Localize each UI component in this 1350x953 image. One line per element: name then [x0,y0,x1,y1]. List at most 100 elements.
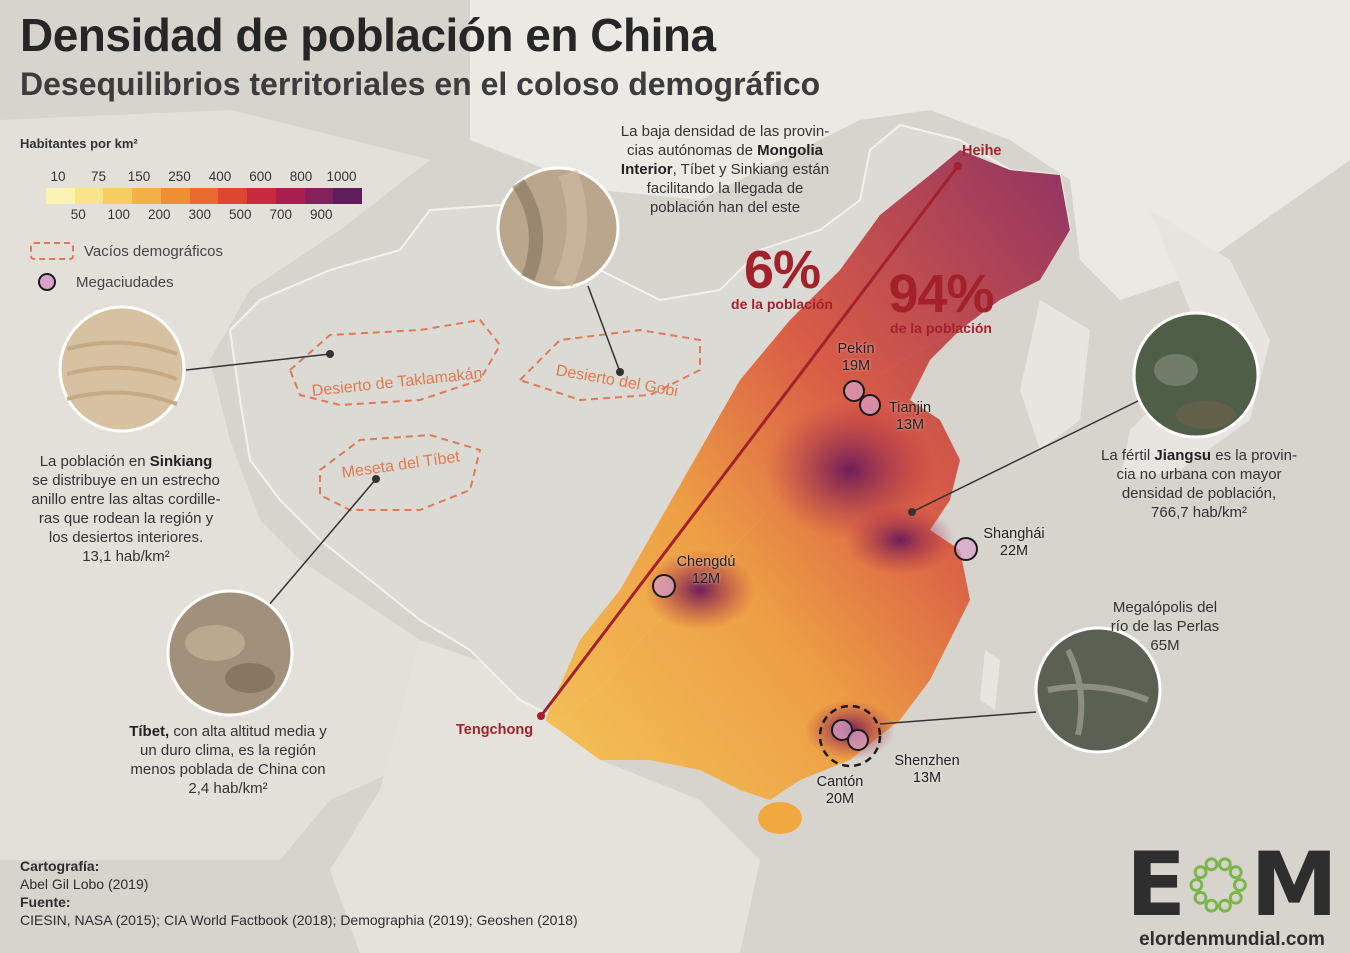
note-jiangsu-line2: cia no urbana con mayor [1116,466,1282,483]
stat-east-label: de la población [890,320,992,336]
dashed-outline-icon [30,242,74,260]
logo-url: elordenmundial.com [1139,929,1325,950]
note-gobi-line5: población han del este [649,199,801,216]
void-taklamakan [288,318,502,407]
leader-perlas [879,711,1037,725]
note-jiangsu-line4: 766,7 hab/km² [1151,504,1247,521]
note-perlas-line3: 65M [1150,637,1180,654]
satellite-image-tibet [166,589,294,717]
note-sinkiang-line5: los desiertos interiores. [48,529,204,546]
legend-color-ramp [46,188,363,204]
city-label-tianjin: Tianjin 13M [880,400,940,434]
note-gobi-line2: cias autónomas de Mongolia [580,141,870,160]
logo-ring-icon [1189,857,1247,913]
city-name: Cantón [816,774,864,790]
logo-ring-dot [1204,898,1219,913]
satellite-image-sinkiang [58,305,186,433]
note-jiangsu-t2: es la provin- [1211,447,1297,464]
note-jiangsu-line3: densidad de población, [1121,485,1277,502]
megacity-circle-icon [38,273,56,291]
legend-megaciudades-label: Megaciudades [76,273,174,291]
hainan-island [758,802,802,834]
legend-vacios: Vacíos demográficos [30,242,223,260]
neighbour-land-taiwan [980,650,1000,710]
legend-title: Habitantes por km² [20,136,138,151]
ramp-swatch [333,188,363,204]
neighbour-land-west [0,110,460,860]
note-sinkiang-line3: anillo entre las altas cordille- [31,491,221,508]
city-pop: 20M [825,791,855,807]
north-china-plain-core [765,400,935,540]
city-label-shanghai: Shanghái 22M [976,526,1052,560]
logo-ring-dot [1204,857,1219,872]
logo-ring-dot [1189,878,1204,892]
city-pop: 13M [912,770,942,786]
legend-tick-top: 75 [90,169,107,184]
megacity-marker-chengdu[interactable] [652,574,676,598]
satellite-image-gobi [496,166,620,290]
note-sinkiang-line1: La población en Sinkiang [10,452,242,471]
legend-tick-bottom: 200 [147,207,171,222]
label-heihe: Heihe [962,143,1002,159]
note-jiangsu: La fértil Jiangsu es la provin- cia no u… [1082,446,1316,522]
void-gobi [518,328,701,402]
leader-tibet-dot [372,475,380,483]
note-sinkiang: La población en Sinkiang se distribuye e… [10,452,242,566]
note-perlas-line1: Megalópolis del [1112,599,1218,616]
ramp-swatch [218,188,248,204]
note-gobi-bold1: Mongolia [757,142,823,159]
credits: Cartografía: Abel Gil Lobo (2019) Fuente… [20,857,578,929]
heihe-point [954,162,962,170]
city-label-shenzhen: Shenzhen 13M [886,753,968,787]
note-tibet-line1: Tíbet, con alta altitud media y [96,722,360,741]
city-label-pekin: Pekín 19M [826,341,886,375]
megacity-marker-pekin[interactable] [843,380,865,402]
note-perlas-line2: río de las Perlas [1110,618,1220,635]
city-name: Pekín [837,341,875,357]
note-tibet-bold: Tíbet, [129,723,170,740]
legend-megaciudades: Megaciudades [30,273,174,291]
note-tibet: Tíbet, con alta altitud media y un duro … [96,722,360,798]
megacity-marker-shanghai[interactable] [954,537,978,561]
city-pop: 22M [999,543,1029,559]
legend-tick-bottom: 500 [228,207,252,222]
ramp-swatch [275,188,305,204]
note-sinkiang-t1: La población en [39,453,150,470]
megacity-marker-shenzhen[interactable] [847,729,869,751]
legend-tick-top: 250 [168,169,191,184]
megacity-marker-tianjin[interactable] [859,394,881,416]
logo-ring-dot [1218,898,1232,913]
note-perlas: Megalópolis del río de las Perlas 65M [1090,598,1240,655]
note-sinkiang-line4: ras que rodean la región y [38,510,214,527]
eom-logo[interactable]: E M elordenmundial.com [1126,841,1338,951]
page-title: Densidad de población en China [20,9,716,61]
note-sinkiang-line6: 13,1 hab/km² [82,548,170,565]
leader-sinkiang-dot [326,350,334,358]
legend-tick-top: 600 [249,169,272,184]
legend: Habitantes por km² 10 75 150 250 400 600 800 10… [20,136,380,223]
megacity-marker-canton[interactable] [831,719,853,741]
sichuan-basin-core [645,550,755,630]
legend-tick-bottom: 100 [107,207,131,222]
note-gobi: La baja densidad de las provin- cias aut… [580,122,870,217]
legend-tick-bottom: 700 [269,207,293,222]
note-jiangsu-t1: La fértil [1101,447,1155,464]
note-tibet-line4: 2,4 hab/km² [188,780,268,797]
city-label-chengdu: Chengdú 12M [668,554,744,588]
city-pop: 19M [841,358,871,374]
ramp-swatch [189,188,219,204]
ramp-swatch [247,188,276,204]
city-pop: 12M [691,571,721,587]
logo-ring-dot [1193,865,1208,880]
logo-letters: E M [1126,841,1338,929]
stat-west-value: 6% [743,240,821,300]
legend-ticks-top: 10 75 150 250 400 600 800 1000 [20,169,380,185]
logo-ring-dot [1193,890,1208,905]
note-gobi-t2: cias autónomas de [627,142,758,159]
stat-west: 6% de la población [716,240,848,312]
note-gobi-line4: facilitando la llegada de [646,180,804,197]
note-jiangsu-bold: Jiangsu [1154,447,1212,464]
leader-tibet [267,478,377,607]
